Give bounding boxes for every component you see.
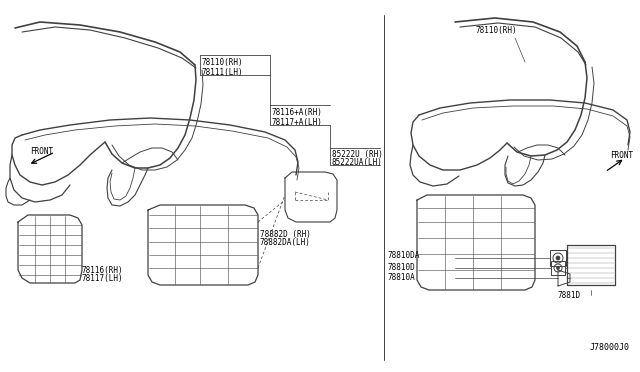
Text: 78117(LH): 78117(LH) (82, 273, 124, 282)
Text: 78116+A(RH): 78116+A(RH) (272, 108, 323, 116)
Text: 85222UA(LH): 85222UA(LH) (332, 158, 383, 167)
Text: 78111(LH): 78111(LH) (202, 67, 244, 77)
Text: 78810DA: 78810DA (387, 251, 419, 260)
Text: FRONT: FRONT (30, 148, 53, 157)
Bar (550, 250, 566, 266)
Text: 78110(RH): 78110(RH) (202, 58, 244, 67)
Text: 78110(RH): 78110(RH) (475, 26, 516, 35)
Text: 7881D: 7881D (557, 291, 580, 299)
Text: 78810A: 78810A (387, 273, 415, 282)
Circle shape (557, 266, 559, 269)
Circle shape (556, 256, 560, 260)
Text: 85222U (RH): 85222U (RH) (332, 151, 383, 160)
Text: 78882D (RH): 78882D (RH) (260, 231, 311, 240)
Text: 78882DA(LH): 78882DA(LH) (260, 238, 311, 247)
Text: 78810D: 78810D (387, 263, 415, 273)
Text: 78117+A(LH): 78117+A(LH) (272, 118, 323, 126)
Text: FRONT: FRONT (610, 151, 633, 160)
Bar (551, 261, 565, 275)
Text: 78116(RH): 78116(RH) (82, 266, 124, 275)
Text: J78000J0: J78000J0 (590, 343, 630, 352)
